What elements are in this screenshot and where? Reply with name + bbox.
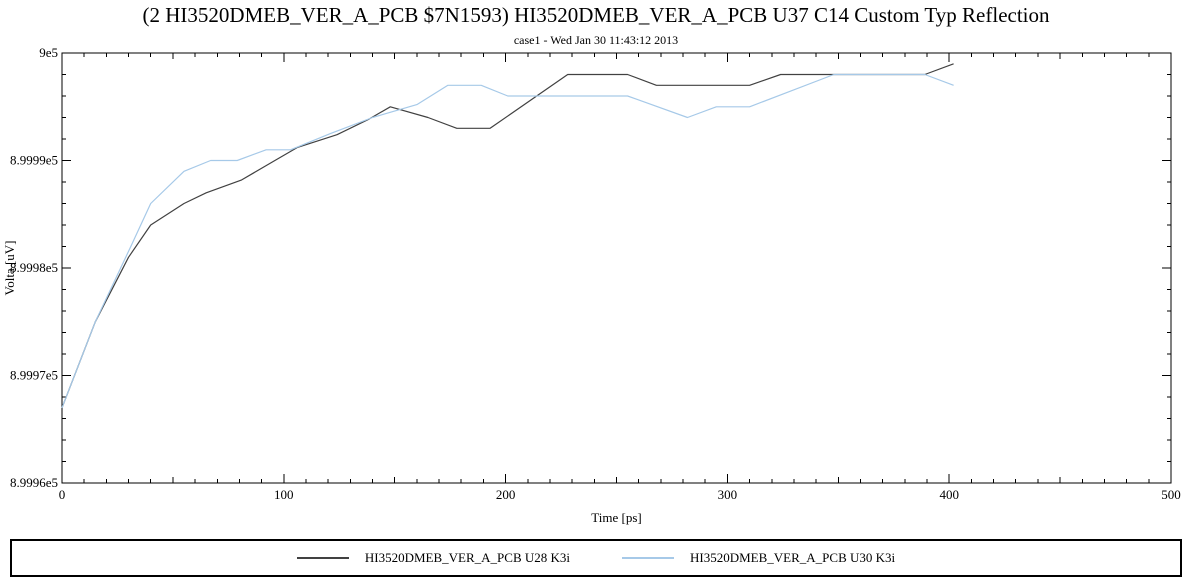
y-tick-label: 8.9996e5 xyxy=(10,475,58,490)
legend: HI3520DMEB_VER_A_PCB U28 K3i HI3520DMEB_V… xyxy=(10,539,1182,577)
legend-item-u28: HI3520DMEB_VER_A_PCB U28 K3i xyxy=(296,550,570,566)
legend-line-sample xyxy=(296,557,349,559)
series-line-u30 xyxy=(61,73,954,409)
legend-line-sample xyxy=(622,557,674,559)
legend-label: HI3520DMEB_VER_A_PCB U28 K3i xyxy=(364,550,570,565)
x-tick-label: 500 xyxy=(1161,487,1181,502)
x-tick-label: 0 xyxy=(59,487,66,502)
plot-frame xyxy=(61,52,1172,484)
chart-title: (2 HI3520DMEB_VER_A_PCB $7N1593) HI3520D… xyxy=(142,3,1050,27)
y-tick-label: 9e5 xyxy=(39,45,58,60)
y-tick-label: 8.9998e5 xyxy=(10,260,58,275)
y-tick-label: 8.9997e5 xyxy=(10,368,58,383)
waveform-chart: 0 100 200 300 400 500 8.9996e5 8.9997e5 8.9998e5… xyxy=(2,45,1181,525)
legend-item-u30: HI3520DMEB_VER_A_PCB U30 K3i xyxy=(622,550,895,566)
x-tick-label: 400 xyxy=(939,487,959,502)
y-tick-label: 8.9999e5 xyxy=(10,153,58,168)
x-tick-label: 200 xyxy=(496,487,516,502)
x-axis-title: Time [ps] xyxy=(591,510,641,525)
legend-label: HI3520DMEB_VER_A_PCB U30 K3i xyxy=(690,550,896,565)
x-tick-label: 300 xyxy=(718,487,738,502)
chart-subtitle: case1 - Wed Jan 30 11:43:12 2013 xyxy=(513,33,679,47)
y-axis-title: Volta [uV] xyxy=(2,240,17,295)
series-line-u28 xyxy=(61,63,954,409)
x-tick-label: 100 xyxy=(274,487,294,502)
